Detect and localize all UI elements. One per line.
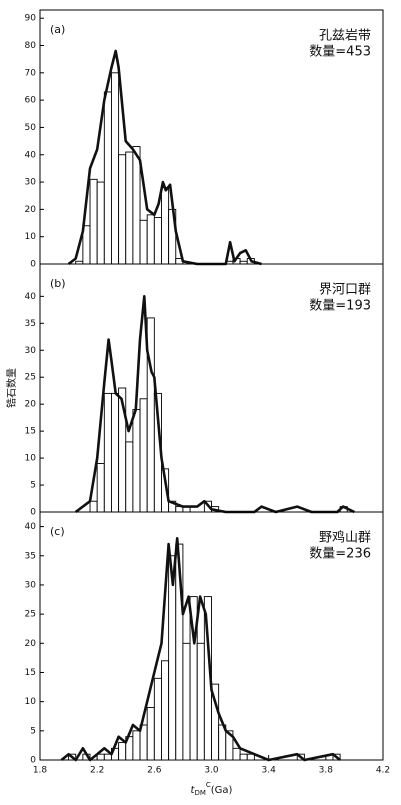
x-tick-label: 4.2 [376,766,390,776]
y-tick-label: 25 [25,373,36,383]
histogram-bar [96,463,105,513]
histogram-bar [139,398,148,513]
y-tick-label: 80 [25,41,37,51]
histogram-bar [103,392,112,513]
y-tick-label: 10 [25,454,37,464]
y-tick-label: 0 [30,260,36,270]
x-axis-label-part: DM [194,789,205,797]
y-tick-label: 35 [25,551,36,561]
x-axis-label-part: (Ga) [211,785,233,796]
histogram-bar [132,730,141,761]
group-name: 界河口群 [319,283,371,298]
panel-label: (a) [50,23,65,36]
histogram-bar [111,72,120,265]
histogram-bar [232,747,241,761]
group-name: 野鸡山群 [319,530,371,546]
count-label: 数量=453 [309,45,371,60]
y-tick-label: 20 [25,400,37,410]
histogram-bar [103,753,112,761]
y-tick-label: 40 [25,150,37,160]
group-name: 孔兹岩带 [319,29,371,44]
y-tick-label: 10 [25,232,37,242]
histogram-bar [132,409,141,513]
histogram-bar [246,753,255,761]
x-axis-label: tDMC(Ga) [191,781,233,797]
histogram-bar [168,555,177,761]
y-tick-label: 0 [30,756,36,766]
y-tick-label: 0 [30,508,36,518]
density-curve [60,537,341,762]
count-label: 数量=236 [309,547,371,562]
density-curve [74,295,355,514]
histogram-bar [161,660,170,761]
histogram-bar [211,683,220,761]
y-tick-label: 50 [25,123,37,133]
histogram-bar [96,753,105,761]
y-tick-label: 40 [25,522,37,532]
panel-label: (c) [50,525,65,538]
y-tick-label: 5 [30,726,36,736]
x-tick-label: 2.2 [90,766,104,776]
y-tick-label: 15 [25,668,36,678]
histogram-bar [153,217,162,265]
y-tick-label: 35 [25,319,36,329]
histogram-bar [89,178,98,265]
histogram-bar [239,753,248,761]
histogram-bar [125,441,134,513]
histogram-bar [132,146,141,265]
y-tick-label: 40 [25,292,37,302]
y-tick-label: 60 [25,96,37,106]
histogram-bar [196,642,205,761]
x-tick-label: 3.0 [204,766,219,776]
y-tick-label: 5 [30,481,36,491]
x-axis-label-part: C [206,781,211,789]
y-axis-label: 锆石数量 [5,368,18,408]
y-tick-label: 15 [25,427,36,437]
histogram-bar [96,181,105,265]
histogram-bar [182,642,191,761]
histogram-bar [225,730,234,761]
density-curve [67,49,262,266]
x-tick-label: 1.8 [33,766,48,776]
histogram-bar [139,219,148,265]
histogram-bar [153,677,162,761]
histogram-bar [89,500,98,513]
histogram-bar [103,91,112,265]
y-tick-label: 70 [25,68,37,78]
y-tick-label: 90 [25,14,37,24]
count-label: 数量=193 [309,299,371,314]
histogram-bar [146,214,155,265]
histogram-bar [161,187,170,265]
x-axis-label-part: t [191,785,196,796]
y-tick-label: 10 [25,697,37,707]
y-tick-label: 20 [25,639,37,649]
histogram-bar [111,392,120,513]
histogram-bar [125,151,134,265]
histogram-bar [146,707,155,761]
y-tick-label: 30 [25,178,37,188]
histogram-bar [118,154,127,265]
y-tick-label: 30 [25,346,37,356]
histogram-bar [118,742,127,761]
x-tick-label: 3.8 [319,766,334,776]
x-tick-label: 2.6 [147,766,162,776]
y-tick-label: 30 [25,580,37,590]
x-tick-label: 3.4 [262,766,277,776]
y-tick-label: 20 [25,205,37,215]
panel-label: (b) [50,277,66,290]
y-tick-label: 25 [25,610,36,620]
